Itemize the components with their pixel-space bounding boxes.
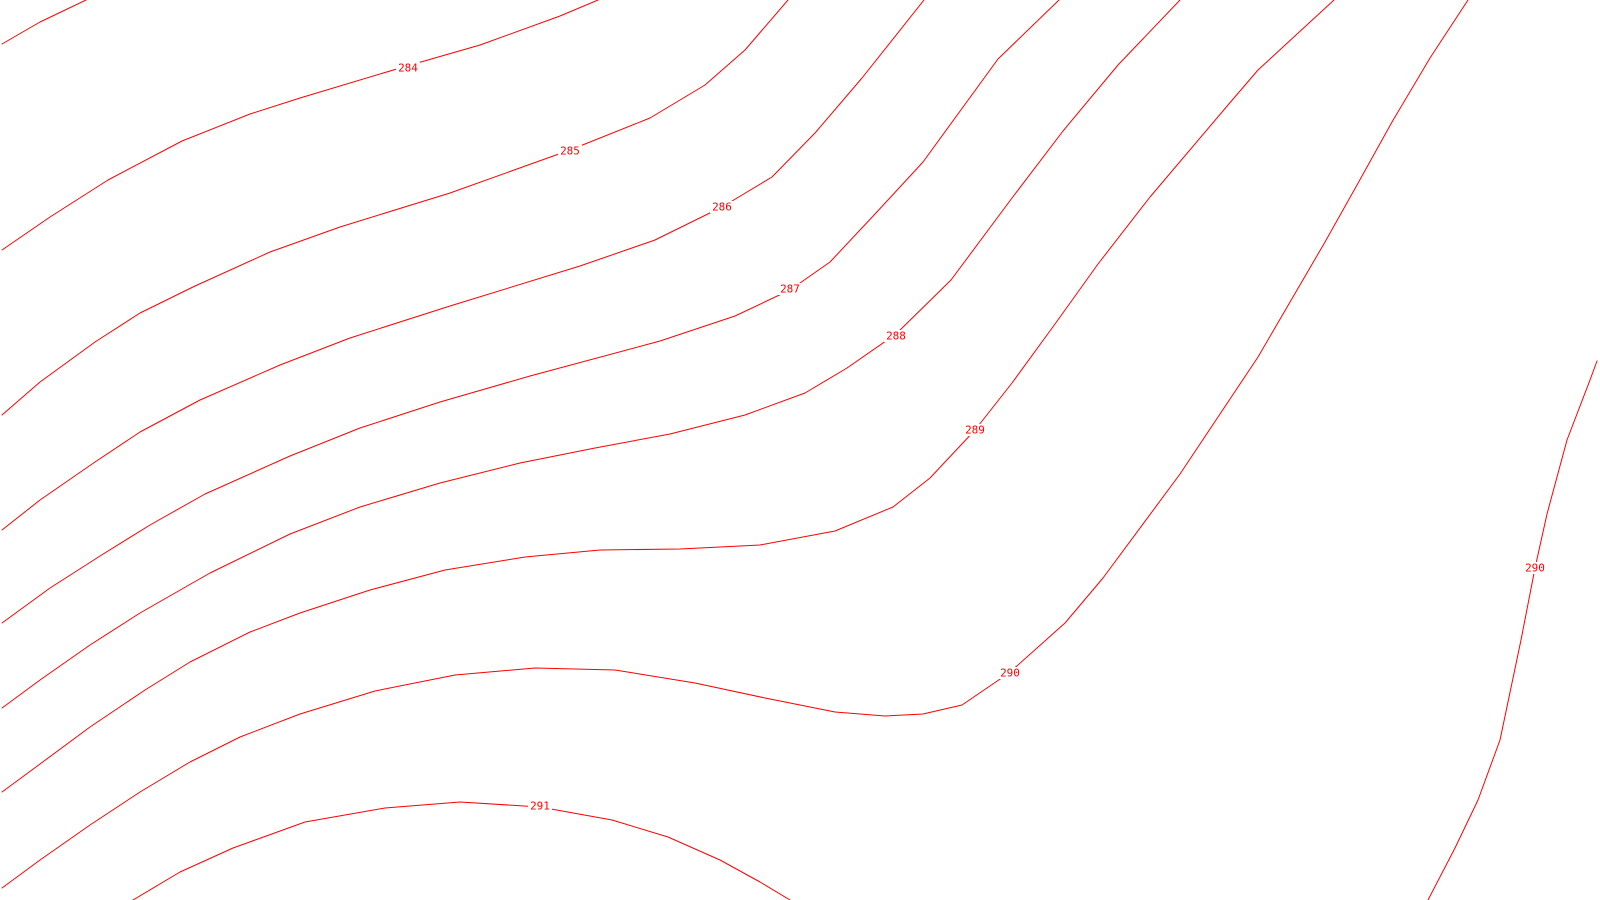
contour-291: 291 (132, 800, 791, 900)
contour-label-288: 288 (886, 330, 906, 343)
contour-line-288 (1, 0, 1181, 709)
contour-label-286: 286 (712, 201, 732, 214)
contour-label-bg (528, 800, 552, 812)
contour-label-289: 289 (965, 424, 985, 437)
contour-line-284 (1, 0, 599, 251)
contour-label-290-right: 290 (1525, 562, 1545, 575)
contour-line-290-right (1427, 360, 1598, 900)
contour-label-bg (778, 283, 802, 295)
contour-label-284: 284 (398, 62, 418, 75)
contour-label-bg (884, 330, 908, 342)
contour-label-bg (710, 201, 734, 213)
contour-line-285 (1, 0, 789, 416)
contour-label-287: 287 (780, 283, 800, 296)
contour-288: 288 (1, 0, 1181, 709)
contour-289: 289 (1, 0, 1335, 793)
contour-286: 286 (1, 0, 925, 531)
contour-label-290: 290 (1000, 667, 1020, 680)
contour-label-bg (558, 145, 582, 157)
contour-line-287 (1, 0, 1060, 624)
contour-label-291: 291 (530, 800, 550, 813)
contour-290-right: 290 (1427, 360, 1598, 900)
contour-285: 285 (1, 0, 789, 416)
contour-line-291 (132, 801, 791, 900)
contour-line-286 (1, 0, 925, 531)
contour-line-edge (1, 0, 87, 45)
contour-287: 287 (1, 0, 1060, 624)
contour-label-bg (963, 424, 987, 436)
contour-line-289 (1, 0, 1335, 793)
contour-label-bg (998, 667, 1022, 679)
contour-label-285: 285 (560, 145, 580, 158)
contour-label-bg (1523, 562, 1547, 574)
contour-284: 284 (1, 0, 599, 251)
contour-line-290-main (1, 0, 1469, 889)
contour-label-bg (396, 62, 420, 74)
contour-290-main: 290 (1, 0, 1469, 889)
